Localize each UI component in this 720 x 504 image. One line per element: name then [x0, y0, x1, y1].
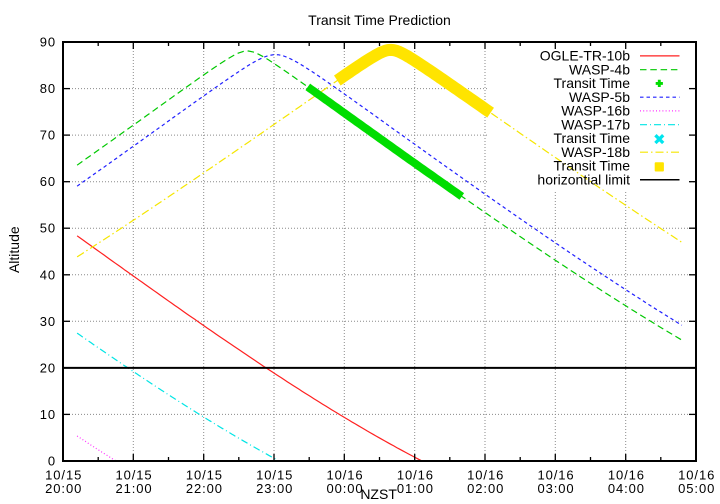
- svg-text:10/16: 10/16: [537, 468, 574, 483]
- svg-text:Transit Time: Transit Time: [554, 75, 631, 91]
- svg-text:Transit Time: Transit Time: [554, 130, 631, 146]
- svg-text:0: 0: [48, 454, 56, 469]
- svg-text:80: 80: [40, 81, 56, 96]
- svg-text:90: 90: [40, 35, 56, 50]
- svg-text:WASP-16b: WASP-16b: [561, 103, 630, 119]
- svg-text:05:00: 05:00: [678, 481, 715, 496]
- svg-text:10/15: 10/15: [115, 468, 152, 483]
- svg-text:WASP-17b: WASP-17b: [561, 117, 630, 133]
- svg-text:WASP-18b: WASP-18b: [561, 144, 630, 160]
- svg-text:20:00: 20:00: [45, 481, 82, 496]
- svg-text:70: 70: [40, 128, 56, 143]
- svg-text:10/15: 10/15: [256, 468, 293, 483]
- svg-text:23:00: 23:00: [256, 481, 293, 496]
- svg-text:21:00: 21:00: [115, 481, 152, 496]
- svg-text:10/16: 10/16: [608, 468, 645, 483]
- svg-text:OGLE-TR-10b: OGLE-TR-10b: [540, 48, 630, 64]
- svg-text:10/15: 10/15: [45, 468, 82, 483]
- svg-text:Altitude: Altitude: [6, 226, 22, 273]
- svg-text:22:00: 22:00: [186, 481, 223, 496]
- svg-text:40: 40: [40, 267, 56, 282]
- svg-text:03:00: 03:00: [537, 481, 574, 496]
- svg-text:60: 60: [40, 174, 56, 189]
- svg-text:04:00: 04:00: [608, 481, 645, 496]
- svg-text:02:00: 02:00: [467, 481, 504, 496]
- svg-text:00:00: 00:00: [326, 481, 363, 496]
- svg-text:20: 20: [40, 360, 56, 375]
- svg-text:NZST: NZST: [360, 486, 397, 502]
- svg-text:WASP-5b: WASP-5b: [569, 89, 630, 105]
- svg-text:horizontial limit: horizontial limit: [537, 172, 630, 188]
- svg-text:10/16: 10/16: [678, 468, 715, 483]
- svg-text:30: 30: [40, 314, 56, 329]
- svg-text:01:00: 01:00: [397, 481, 434, 496]
- svg-text:50: 50: [40, 221, 56, 236]
- svg-text:10/16: 10/16: [397, 468, 434, 483]
- svg-text:10: 10: [40, 407, 56, 422]
- svg-text:Transit Time Prediction: Transit Time Prediction: [308, 12, 451, 28]
- svg-text:10/16: 10/16: [467, 468, 504, 483]
- svg-text:10/16: 10/16: [326, 468, 363, 483]
- svg-text:WASP-4b: WASP-4b: [569, 62, 630, 78]
- svg-text:Transit Time: Transit Time: [554, 158, 631, 174]
- svg-text:10/15: 10/15: [186, 468, 223, 483]
